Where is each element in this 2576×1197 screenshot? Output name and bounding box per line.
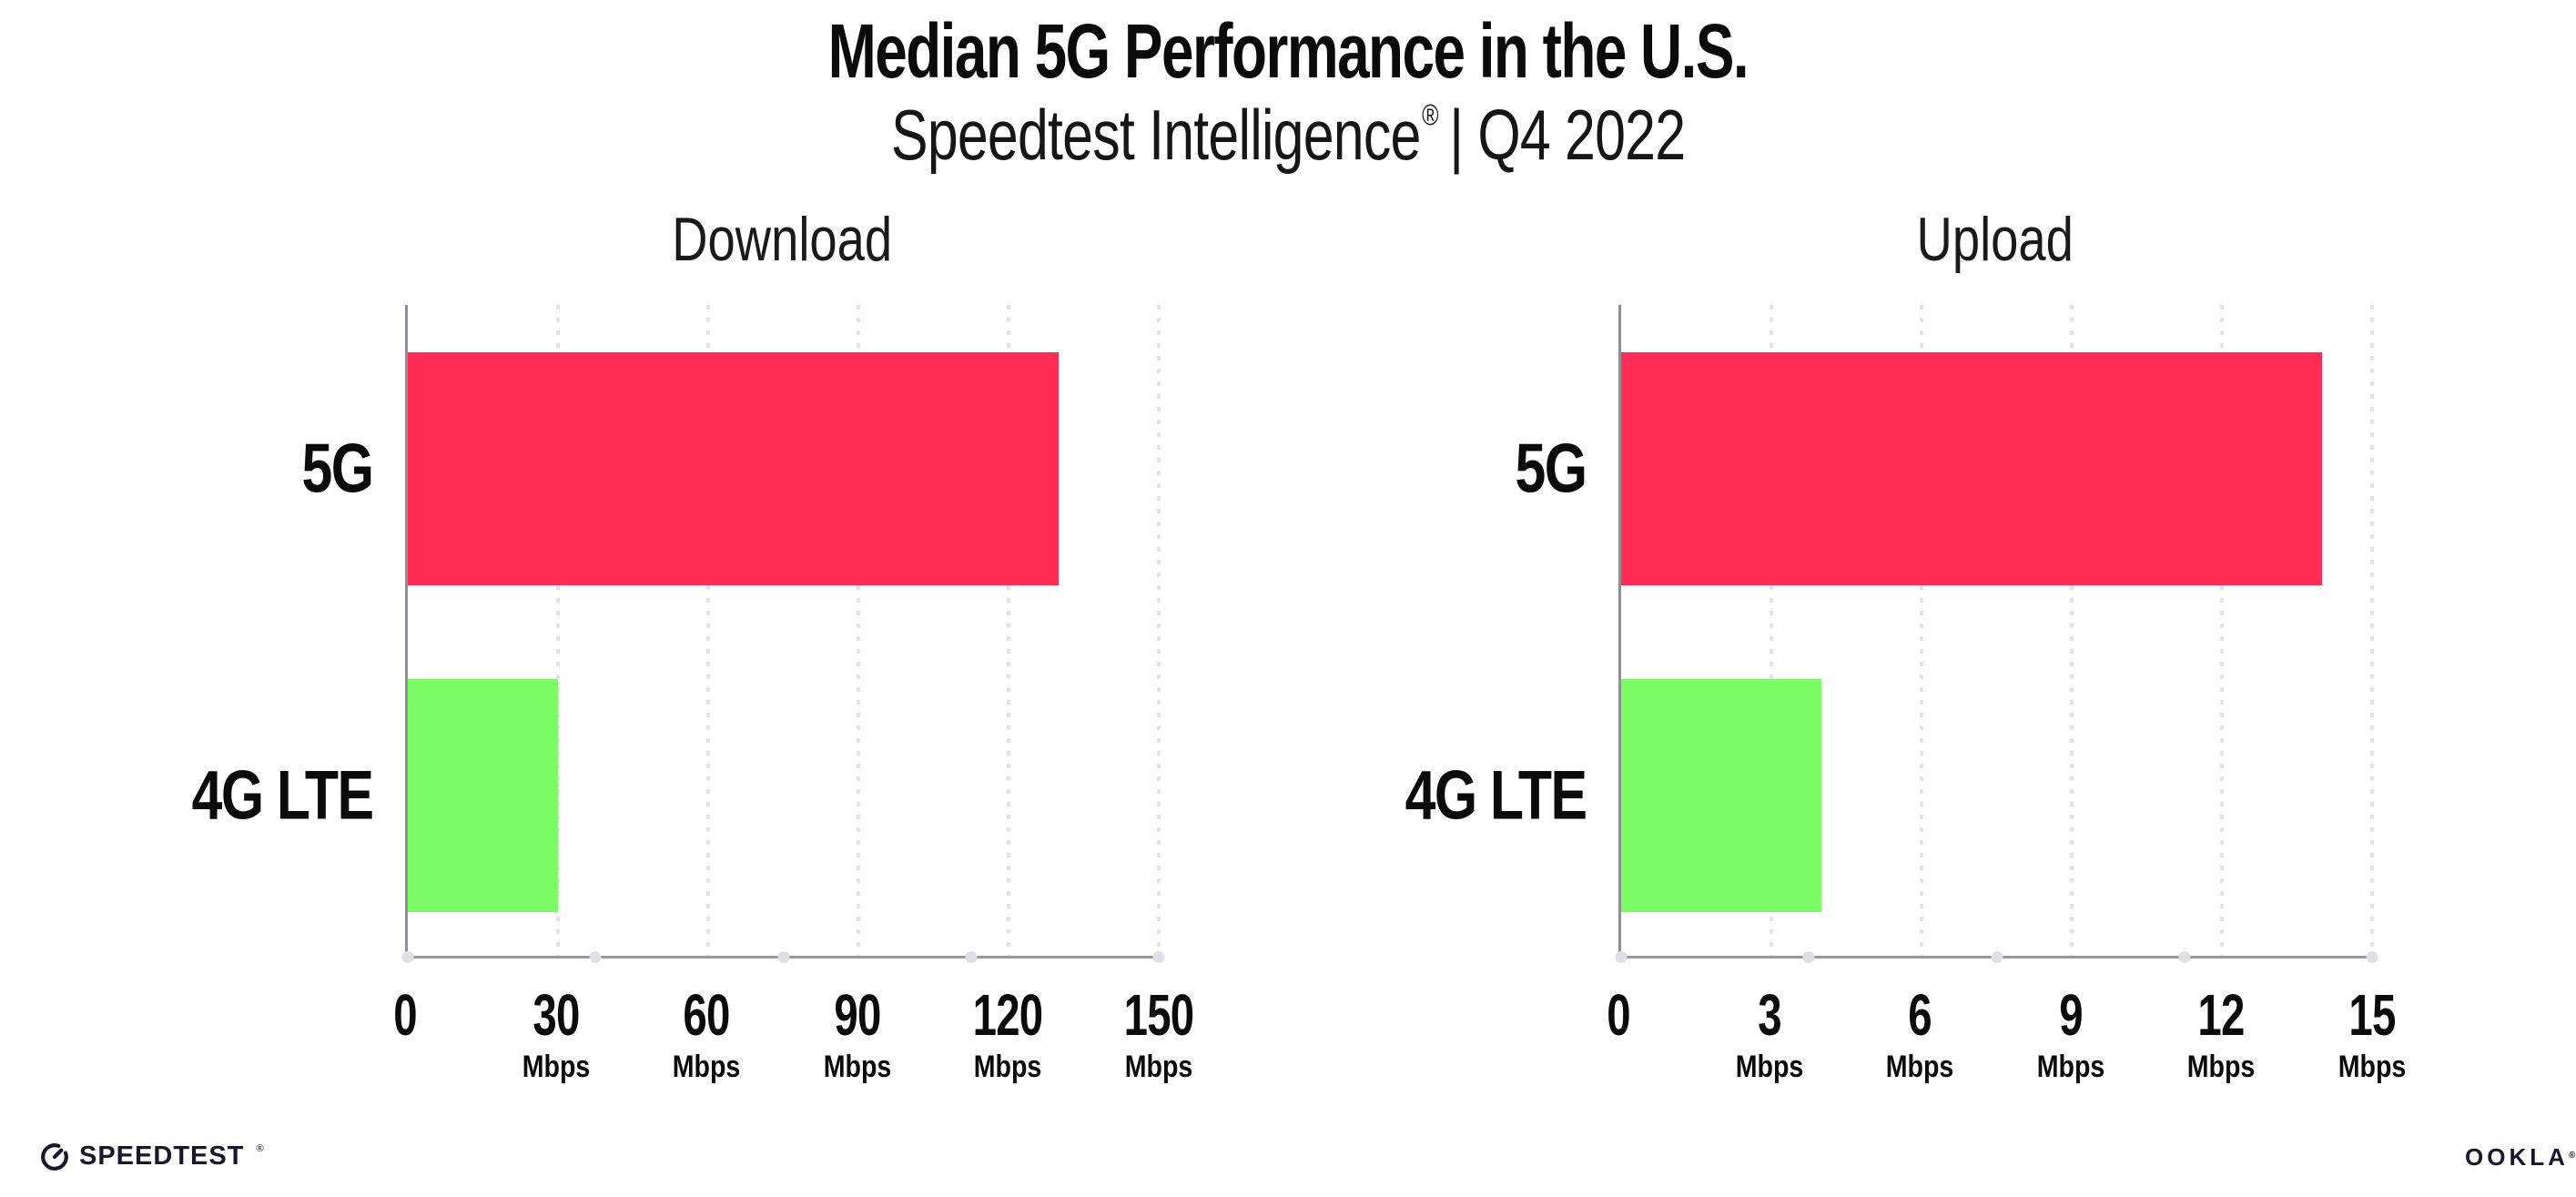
x-tick: 150 Mbps	[1111, 986, 1206, 1084]
tick-unit: Mbps	[522, 1050, 590, 1084]
axis-dot	[1615, 951, 1628, 963]
page-title: Median 5G Performance in the U.S.	[0, 9, 2576, 93]
axis-dot	[401, 951, 414, 963]
gridline	[1920, 305, 1923, 956]
registered-mark: ®	[1421, 98, 1438, 131]
upload-chart: Upload 5G 4G LTE 0 3 Mbps 6 Mbps 9 Mbps 12 M…	[1405, 207, 2406, 1084]
axis-dot	[1152, 951, 1165, 963]
axis-dot	[1991, 951, 2003, 963]
x-tick: 6 Mbps	[1880, 986, 1961, 1084]
axis-dot	[965, 951, 978, 963]
tick-value: 0	[1607, 982, 1630, 1048]
tick-value: 120	[972, 982, 1044, 1048]
bar-5g-download	[408, 352, 1059, 585]
bar-4g-lte-download	[408, 679, 558, 912]
tick-value: 15	[2348, 982, 2396, 1048]
tick-value: 60	[683, 982, 731, 1048]
tick-unit: Mbps	[1885, 1050, 1954, 1084]
x-tick: 15 Mbps	[2332, 986, 2413, 1084]
tick-unit: Mbps	[1124, 1050, 1193, 1084]
registered-mark: ®	[256, 1142, 264, 1154]
axis-dot	[1802, 951, 1815, 963]
x-tick: 120 Mbps	[961, 986, 1056, 1084]
category-label-5g: 5G	[284, 430, 374, 509]
download-chart: Download 5G 4G LTE 0 30 Mbps 60 Mbps 90 Mbp…	[191, 207, 1194, 1084]
tick-unit: Mbps	[2187, 1050, 2256, 1084]
category-label-4g-lte: 4G LTE	[147, 756, 373, 836]
category-label-4g-lte-text: 4G LTE	[1405, 756, 1587, 835]
x-tick: 0	[1603, 986, 1635, 1050]
download-chart-title: Download	[405, 207, 1159, 272]
gridline	[2370, 305, 2374, 956]
tick-value: 12	[2197, 982, 2246, 1048]
gridline	[1007, 305, 1010, 956]
figure-subtitle-text: Speedtest Intelligence® | Q4 2022	[890, 93, 1686, 191]
x-tick: 0	[390, 986, 421, 1050]
category-label-4g-lte-text: 4G LTE	[191, 756, 373, 835]
x-tick: 30 Mbps	[515, 986, 596, 1084]
tick-value: 150	[1123, 982, 1195, 1048]
tick-value: 0	[393, 982, 417, 1048]
axis-dot	[589, 951, 602, 963]
tick-value: 3	[1757, 982, 1781, 1048]
gridline	[857, 305, 860, 956]
axis-dot	[2178, 951, 2191, 963]
upload-chart-title-text: Upload	[1916, 205, 2074, 274]
subtitle-period: | Q4 2022	[1449, 95, 1686, 175]
tick-unit: Mbps	[1735, 1050, 1803, 1084]
tick-value: 90	[834, 982, 881, 1048]
gridline	[1157, 305, 1161, 956]
download-plot-area	[401, 305, 1165, 963]
tick-unit: Mbps	[2036, 1050, 2105, 1084]
ookla-logo: OOKLA®	[2465, 1143, 2575, 1172]
category-label-5g: 5G	[1497, 430, 1587, 509]
speedtest-wordmark: SPEEDTEST	[79, 1141, 245, 1171]
subtitle-brand: Speedtest Intelligence	[890, 95, 1421, 175]
gridline	[2070, 305, 2074, 956]
tick-value: 30	[532, 982, 580, 1048]
speedtest-gauge-icon	[40, 1142, 69, 1172]
upload-chart-title: Upload	[1618, 207, 2372, 272]
registered-mark: ®	[2568, 1151, 2576, 1161]
tick-value: 6	[1908, 982, 1932, 1048]
gridline	[556, 305, 560, 956]
tick-unit: Mbps	[2338, 1050, 2407, 1084]
x-tick: 12 Mbps	[2181, 986, 2262, 1084]
bar-4g-lte-upload	[1621, 679, 1821, 912]
gridline	[1770, 305, 1773, 956]
axis-dot	[777, 951, 789, 963]
x-tick: 3 Mbps	[1729, 986, 1810, 1084]
gridline	[706, 305, 710, 956]
x-tick: 90 Mbps	[816, 986, 898, 1084]
ookla-wordmark: OOKLA	[2465, 1143, 2569, 1171]
tick-value: 9	[2058, 982, 2083, 1048]
x-tick: 60 Mbps	[666, 986, 747, 1084]
category-label-5g-text: 5G	[301, 430, 374, 508]
tick-unit: Mbps	[823, 1050, 892, 1084]
page-title-text: Median 5G Performance in the U.S.	[827, 8, 1749, 94]
speedtest-logo: SPEEDTEST ®	[40, 1141, 264, 1172]
upload-plot-area	[1615, 305, 2378, 963]
axis-dot	[2366, 951, 2378, 963]
download-chart-title-text: Download	[672, 205, 892, 274]
figure-subtitle: Speedtest Intelligence® | Q4 2022	[0, 93, 2576, 191]
category-label-5g-text: 5G	[1515, 430, 1587, 508]
x-tick: 9 Mbps	[2030, 986, 2111, 1084]
bar-5g-upload	[1621, 352, 2322, 585]
tick-unit: Mbps	[974, 1050, 1042, 1084]
tick-unit: Mbps	[672, 1050, 741, 1084]
category-label-4g-lte: 4G LTE	[1360, 756, 1587, 836]
gridline	[2220, 305, 2224, 956]
